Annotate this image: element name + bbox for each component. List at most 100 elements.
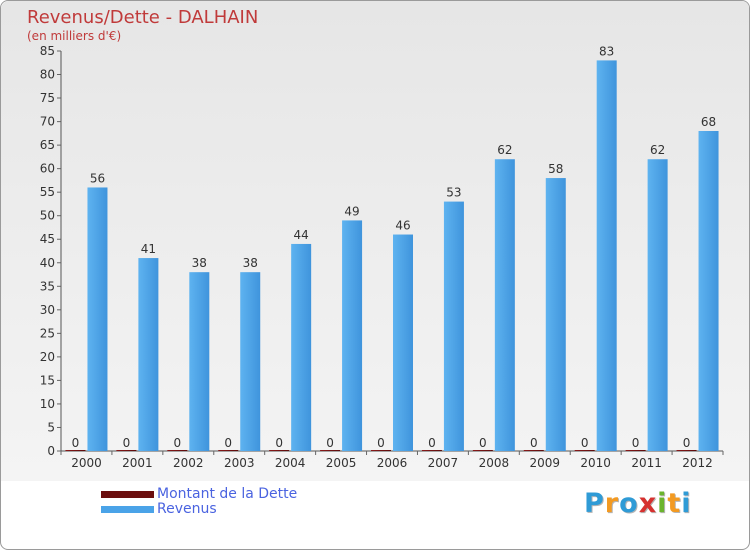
y-tick-label: 75 [40,91,55,105]
bar-revenus [291,243,312,451]
x-tick-label: 2010 [580,456,611,470]
bar-revenus [342,220,363,451]
bar-revenus [240,272,261,451]
data-label-dette: 0 [581,436,589,450]
x-tick-label: 2005 [326,456,357,470]
data-label-dette: 0 [173,436,181,450]
x-tick-label: 2008 [479,456,510,470]
data-label-dette: 0 [123,436,131,450]
bar-dette [167,450,188,451]
logo-letter: P [584,488,605,519]
data-label-revenus: 49 [344,204,359,218]
y-tick-label: 50 [40,209,55,223]
chart-background [1,1,749,481]
data-label-dette: 0 [326,436,334,450]
bar-dette [574,450,595,451]
x-tick-label: 2001 [122,456,153,470]
y-tick-label: 85 [40,44,55,58]
data-label-dette: 0 [224,436,232,450]
legend-label-revenus: Revenus [157,501,217,517]
data-label-revenus: 62 [497,143,512,157]
y-tick-label: 45 [40,232,55,246]
logo-letter: x [638,488,658,519]
bar-chart: 0 5 10 15 20 25 30 35 40 45 50 55 60 65 70 75 80 85 0 56 200… [40,44,724,470]
bar-dette [218,450,239,451]
y-tick-label: 60 [40,162,55,176]
y-tick-label: 65 [40,138,55,152]
logo-letter: i [681,488,692,519]
y-tick-label: 15 [40,373,55,387]
bar-revenus [393,234,413,451]
x-tick-label: 2007 [428,456,459,470]
legend-label-dette: Montant de la Dette [157,486,298,502]
bar-revenus [596,60,617,451]
x-tick-label: 2011 [631,456,662,470]
data-label-dette: 0 [72,436,80,450]
y-tick-label: 40 [40,256,55,270]
x-tick-label: 2004 [275,456,306,470]
y-tick-label: 35 [40,279,55,293]
chart-title: Revenus/Dette - DALHAIN [27,7,259,28]
x-tick-label: 2000 [71,456,102,470]
x-tick-label: 2003 [224,456,255,470]
data-label-revenus: 46 [395,219,410,233]
bar-dette [320,450,341,451]
data-label-dette: 0 [428,436,436,450]
data-label-revenus: 41 [141,242,156,256]
data-label-revenus: 56 [90,171,105,185]
bar-dette [472,450,493,451]
x-tick-label: 2002 [173,456,204,470]
y-tick-label: 10 [40,397,55,411]
logo-letter: o [619,488,639,519]
bar-dette [523,450,544,451]
data-label-dette: 0 [479,436,487,450]
x-tick-label: 2012 [682,456,713,470]
bar-revenus [138,258,159,451]
bar-dette [116,450,137,451]
legend-swatch-dette [101,491,154,498]
data-label-dette: 0 [377,436,385,450]
bar-dette [625,450,646,451]
bar-revenus [443,201,464,451]
data-label-dette: 0 [275,436,283,450]
bar-revenus [494,159,515,451]
logo-letter: t [667,488,682,519]
data-label-dette: 0 [683,436,691,450]
bar-dette [371,450,391,451]
y-tick-label: 20 [40,350,55,364]
data-label-revenus: 58 [548,162,563,176]
data-label-revenus: 44 [294,228,309,242]
x-tick-label: 2009 [529,456,560,470]
y-tick-label: 70 [40,115,55,129]
data-label-revenus: 38 [192,256,207,270]
y-tick-label: 80 [40,68,55,82]
bar-revenus [189,272,210,451]
y-tick-label: 55 [40,185,55,199]
y-tick-label: 25 [40,326,55,340]
x-tick-label: 2006 [377,456,408,470]
bar-dette [65,450,86,451]
data-label-revenus: 38 [243,256,258,270]
data-label-revenus: 53 [446,186,461,200]
bar-revenus [647,159,668,451]
chart-subtitle: (en milliers d'€) [27,29,122,43]
bar-dette [269,450,290,451]
data-label-revenus: 83 [599,44,614,58]
bar-dette [676,450,697,451]
data-label-dette: 0 [530,436,538,450]
bar-revenus [87,187,108,451]
logo-letter: r [604,488,620,519]
data-label-revenus: 62 [650,143,665,157]
y-tick-label: 5 [47,420,55,434]
y-tick-label: 30 [40,303,55,317]
bar-revenus [698,131,719,451]
logo-letter: i [657,488,668,519]
data-label-dette: 0 [632,436,640,450]
bar-dette [421,450,442,451]
data-label-revenus: 68 [701,115,716,129]
legend-swatch-revenus [101,506,154,513]
proxiti-logo: Proxiti [584,488,692,519]
y-tick-label: 0 [47,444,55,458]
bar-revenus [545,178,566,451]
